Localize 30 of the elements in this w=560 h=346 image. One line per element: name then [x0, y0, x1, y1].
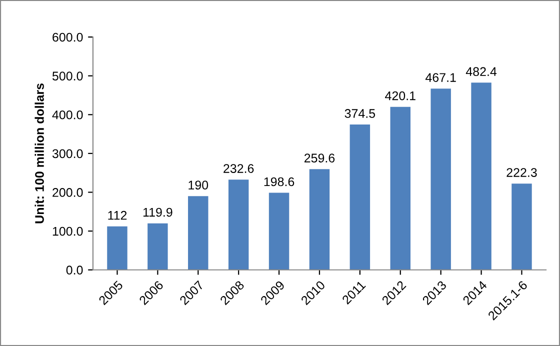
bar	[430, 88, 451, 270]
bar	[512, 184, 532, 270]
y-tick-label: 0.0	[66, 266, 83, 275]
y-tick-label: 600.0	[52, 32, 83, 42]
data-label: 198.6	[264, 177, 294, 186]
y-axis-title: Unit: 100 million dollars	[34, 83, 44, 224]
bar	[350, 124, 370, 270]
data-label: 420.1	[385, 91, 416, 100]
y-tick-label: 300.0	[52, 149, 83, 158]
bar	[471, 82, 492, 270]
bar	[309, 169, 330, 270]
data-label: 482.4	[466, 67, 497, 76]
bar	[148, 223, 168, 270]
data-label: 259.6	[304, 154, 335, 162]
bar	[228, 180, 249, 270]
data-label: 467.1	[425, 73, 456, 82]
bar	[268, 192, 290, 270]
data-label: 112	[108, 210, 127, 220]
data-label: 222.3	[506, 168, 537, 177]
y-tick-label: 500.0	[52, 72, 83, 80]
bar	[390, 106, 410, 270]
bar	[188, 196, 208, 270]
data-label: 190	[188, 180, 208, 190]
data-label: 119.9	[143, 208, 172, 217]
data-label: 374.5	[344, 109, 376, 118]
y-tick-label: 400.0	[52, 110, 83, 120]
y-tick-label: 200.0	[52, 188, 83, 197]
data-label: 232.6	[224, 164, 254, 173]
bar	[107, 226, 128, 270]
y-tick-label: 100.0	[52, 226, 83, 236]
